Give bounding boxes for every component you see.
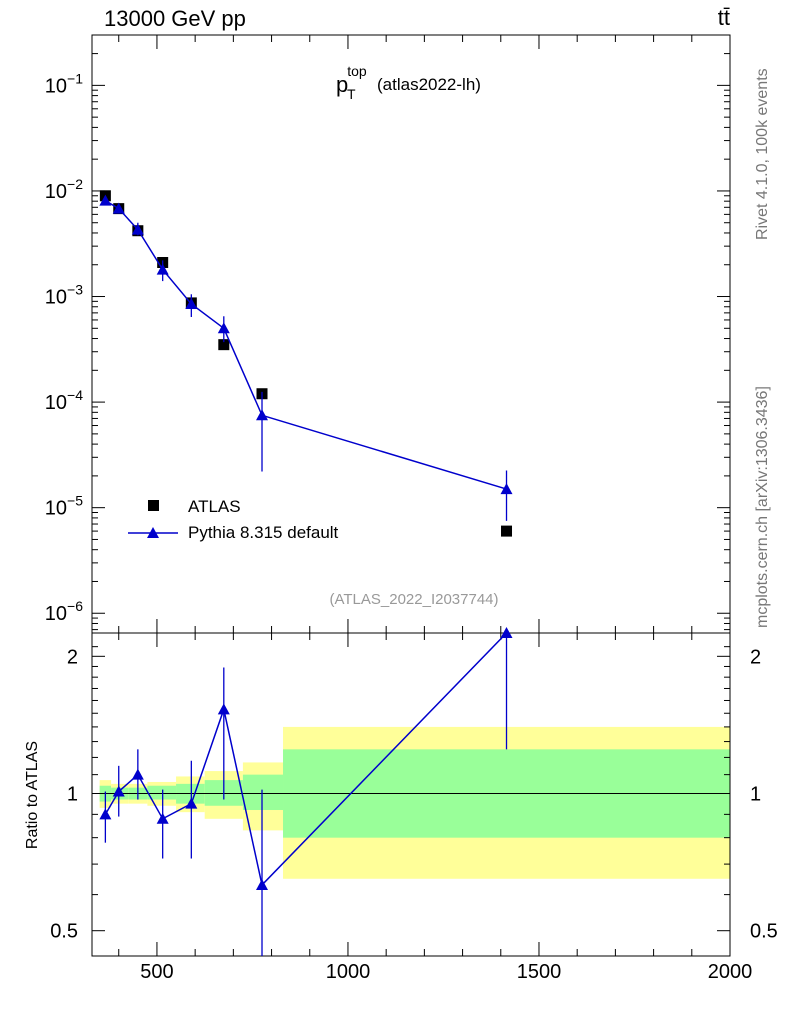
ratio-plot-frame xyxy=(91,632,731,957)
y-tick-label: 10−3 xyxy=(45,282,83,309)
pythia-data-point xyxy=(156,263,169,275)
legend-pythia-marker xyxy=(147,527,159,538)
ratio-y-tick-label-left: 1 xyxy=(67,784,78,806)
pythia-series-line xyxy=(104,199,507,490)
pythia-data-point xyxy=(131,223,144,235)
ratio-data-point xyxy=(131,768,144,780)
x-tick-label: 1000 xyxy=(326,961,371,983)
ratio-data-point xyxy=(500,627,513,638)
y-tick-label: 10−1 xyxy=(45,70,83,97)
pythia-data-point xyxy=(99,194,112,206)
main-plot-frame xyxy=(91,34,731,634)
y-tick-label: 10−4 xyxy=(45,387,83,414)
ratio-band-inner-6 xyxy=(242,774,284,811)
ratio-y-tick-label-right: 0.5 xyxy=(750,921,778,943)
pythia-data-point xyxy=(500,483,513,495)
ratio-series-line xyxy=(104,632,508,887)
y-tick-label: 10−2 xyxy=(45,176,83,203)
plot-title-suffix: (atlas2022-lh) xyxy=(377,75,481,94)
atlas-data-point xyxy=(218,339,230,351)
header-final-state-label: tt̄ xyxy=(717,5,730,30)
x-tick-label: 2000 xyxy=(708,961,753,983)
pythia-data-point xyxy=(185,297,198,309)
legend-pythia-label: Pythia 8.315 default xyxy=(188,523,339,542)
ratio-y-tick-label-right: 2 xyxy=(750,646,761,668)
y-tick-label: 10−5 xyxy=(45,493,83,520)
x-tick-label: 1500 xyxy=(517,961,562,983)
ratio-data-point xyxy=(112,785,125,797)
ratio-data-point xyxy=(256,878,269,890)
x-tick-label: 500 xyxy=(140,961,173,983)
plot-title: ptop T xyxy=(336,63,367,102)
header-process-label: 13000 GeV pp xyxy=(104,6,246,31)
pythia-data-point xyxy=(217,322,230,334)
ratio-data-point xyxy=(99,808,112,820)
pythia-data-point xyxy=(112,202,125,214)
legend-atlas-label: ATLAS xyxy=(188,497,241,516)
ratio-data-point xyxy=(156,812,169,824)
legend-atlas-marker xyxy=(148,500,159,511)
pythia-data-point xyxy=(256,409,269,421)
ratio-y-axis-label: Ratio to ATLAS xyxy=(24,741,41,849)
y-tick-label: 10−6 xyxy=(45,598,83,625)
ratio-panel: 500 1000 1500 2000 0.5 0.5 1 1 2 2 Ratio to ATLAS xyxy=(24,627,778,983)
main-panel: 10−1 10−2 10−3 10−4 10−5 10−6 ptop T (atlas2022-… xyxy=(45,34,731,956)
analysis-id-label: (ATLAS_2022_I2037744) xyxy=(329,591,498,608)
ratio-y-tick-label-left: 0.5 xyxy=(50,921,78,943)
ratio-y-tick-label-right: 1 xyxy=(750,784,761,806)
ratio-data-point xyxy=(217,703,230,715)
ratio-y-tick-label-left: 2 xyxy=(67,646,78,668)
ratio-band-inner-3 xyxy=(147,785,177,800)
ratio-data-point xyxy=(185,797,198,809)
atlas-data-point xyxy=(501,525,513,537)
